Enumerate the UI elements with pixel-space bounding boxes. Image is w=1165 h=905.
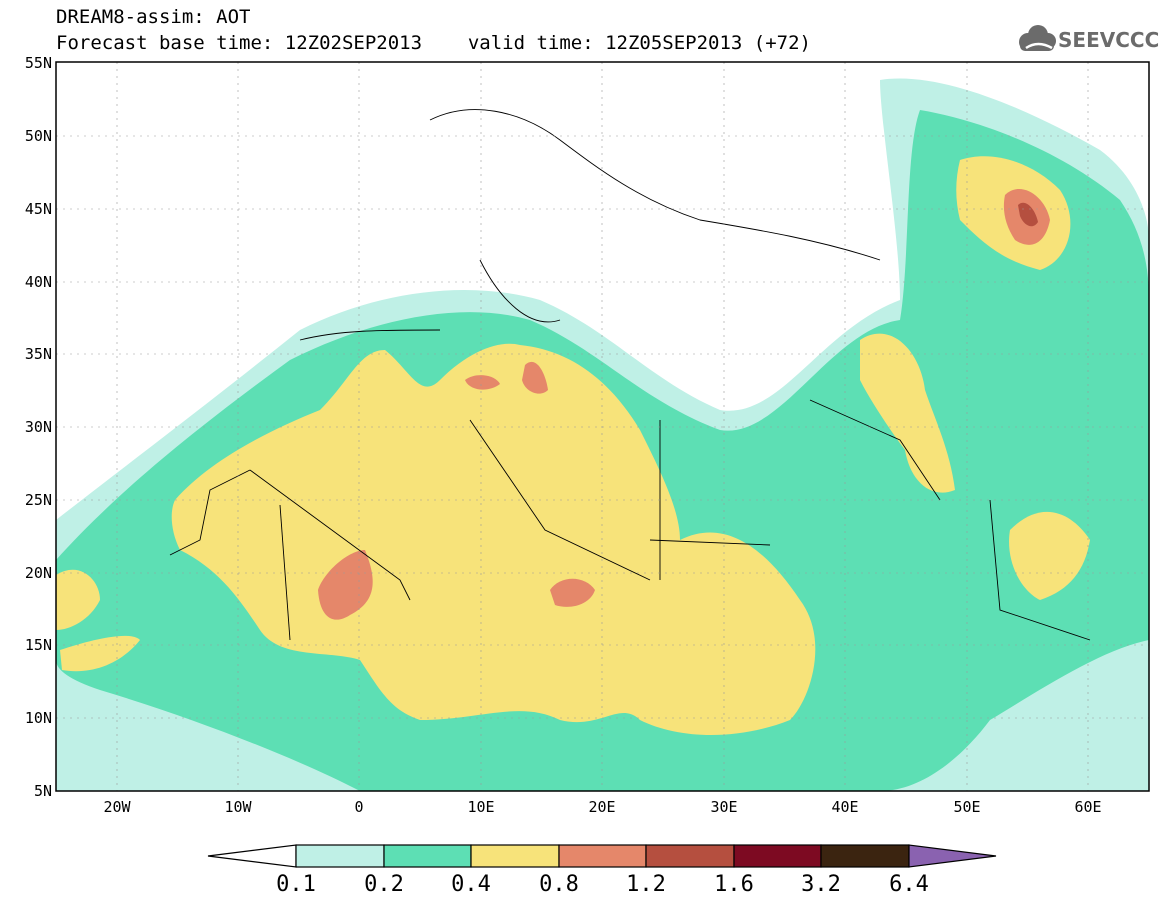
lon-label: 30E (710, 798, 737, 816)
logo-text: SEEVCCC (1058, 28, 1160, 52)
colorbar-swatch-lower (207, 844, 297, 868)
colorbar-label: 3.2 (801, 872, 841, 897)
lat-label: 35N (25, 345, 52, 363)
lon-axis: 20W 10W 0 10E 20E 30E 40E 50E 60E (103, 798, 1101, 816)
lat-label: 10N (25, 709, 52, 727)
lat-label: 15N (25, 636, 52, 654)
colorbar-label: 6.4 (889, 872, 929, 897)
colorbar-swatch (645, 844, 735, 868)
lat-label: 55N (25, 54, 52, 72)
colorbar-label: 0.2 (364, 872, 404, 897)
colorbar-swatch (295, 844, 385, 868)
aot-fields (56, 78, 1149, 791)
aot-band-0.8-tunisia (465, 375, 500, 390)
aot-band-0.8-libya (522, 361, 548, 394)
borders (169, 109, 1091, 641)
lon-label: 0 (354, 798, 363, 816)
lon-label: 20W (103, 798, 131, 816)
colorbar-label: 0.4 (451, 872, 491, 897)
lon-label: 60E (1074, 798, 1101, 816)
colorbar-swatch (733, 844, 822, 868)
colorbar-swatch-upper (908, 844, 997, 868)
lat-label: 5N (34, 782, 52, 800)
aot-band-0.4-sahara (171, 343, 816, 735)
aot-band-0.4-oman (1009, 511, 1090, 600)
map-subtitle: Forecast base time: 12Z02SEP2013 valid t… (56, 32, 811, 54)
colorbar-label: 0.8 (539, 872, 579, 897)
lat-label: 25N (25, 491, 52, 509)
aot-band-1.2-caspian (1018, 202, 1038, 227)
lon-label: 10E (467, 798, 494, 816)
valid-time: valid time: 12Z05SEP2013 (+72) (467, 32, 811, 54)
aot-band-0.8-chad (550, 578, 595, 607)
colorbar-swatch (558, 844, 647, 868)
seevccc-logo (1019, 25, 1056, 51)
colorbar-swatch (470, 844, 560, 868)
lat-label: 45N (25, 200, 52, 218)
lat-label: 20N (25, 564, 52, 582)
base-time: Forecast base time: 12Z02SEP2013 (56, 32, 423, 54)
lat-axis: 55N 50N 45N 40N 35N 30N 25N 20N 15N 10N … (25, 54, 52, 800)
colorbar-swatch (383, 844, 472, 868)
lon-label: 10W (224, 798, 252, 816)
lon-label: 50E (953, 798, 980, 816)
map-title: DREAM8-assim: AOT (56, 6, 251, 28)
colorbar-label: 1.6 (714, 872, 754, 897)
lat-label: 40N (25, 273, 52, 291)
lon-label: 40E (831, 798, 858, 816)
lon-label: 20E (588, 798, 615, 816)
aot-band-0.4-arabia (860, 333, 955, 493)
aot-band-0.4-atlantic (56, 569, 100, 630)
colorbar-label: 0.1 (276, 872, 316, 897)
colorbar (207, 844, 997, 868)
grid (56, 62, 1149, 791)
map-frame (55, 61, 1150, 792)
colorbar-swatch (820, 844, 910, 868)
lat-label: 30N (25, 418, 52, 436)
colorbar-label: 1.2 (626, 872, 666, 897)
lat-label: 50N (25, 127, 52, 145)
